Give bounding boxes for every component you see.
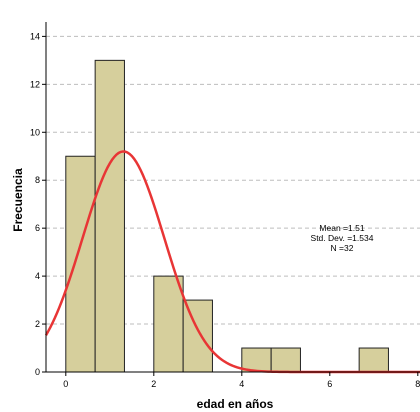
x-tick-label: 8 xyxy=(415,379,420,389)
x-axis-title: edad en años xyxy=(197,397,274,411)
x-tick-label: 2 xyxy=(151,379,156,389)
grid-lines xyxy=(46,35,420,325)
y-tick-label: 4 xyxy=(35,271,40,281)
axes xyxy=(42,22,420,376)
y-tick-label: 12 xyxy=(30,79,40,89)
x-tick-label: 4 xyxy=(239,379,244,389)
stats-std-dev: Std. Dev. =1.534 xyxy=(311,233,374,243)
stats-mean: Mean =1.51 xyxy=(319,223,364,233)
y-tick-label: 14 xyxy=(30,31,40,41)
histogram-bars xyxy=(65,59,389,373)
y-tick-label: 6 xyxy=(35,223,40,233)
histogram-bar xyxy=(358,347,389,373)
histogram-bar xyxy=(182,299,213,373)
stats-n: N =32 xyxy=(331,243,354,253)
histogram-bar xyxy=(65,155,96,373)
tick-labels: 0 2 4 6 8 10 12 14 0 2 4 6 8 xyxy=(30,31,420,389)
y-tick-label: 2 xyxy=(35,319,40,329)
y-tick-label: 0 xyxy=(35,367,40,377)
y-tick-label: 8 xyxy=(35,175,40,185)
x-tick-label: 6 xyxy=(327,379,332,389)
y-tick-label: 10 xyxy=(30,127,40,137)
x-tick-label: 0 xyxy=(63,379,68,389)
y-axis-title: Frecuencia xyxy=(11,168,25,232)
histogram-bar xyxy=(153,275,184,373)
histogram-bar xyxy=(94,59,125,373)
histogram-bar xyxy=(270,347,301,373)
